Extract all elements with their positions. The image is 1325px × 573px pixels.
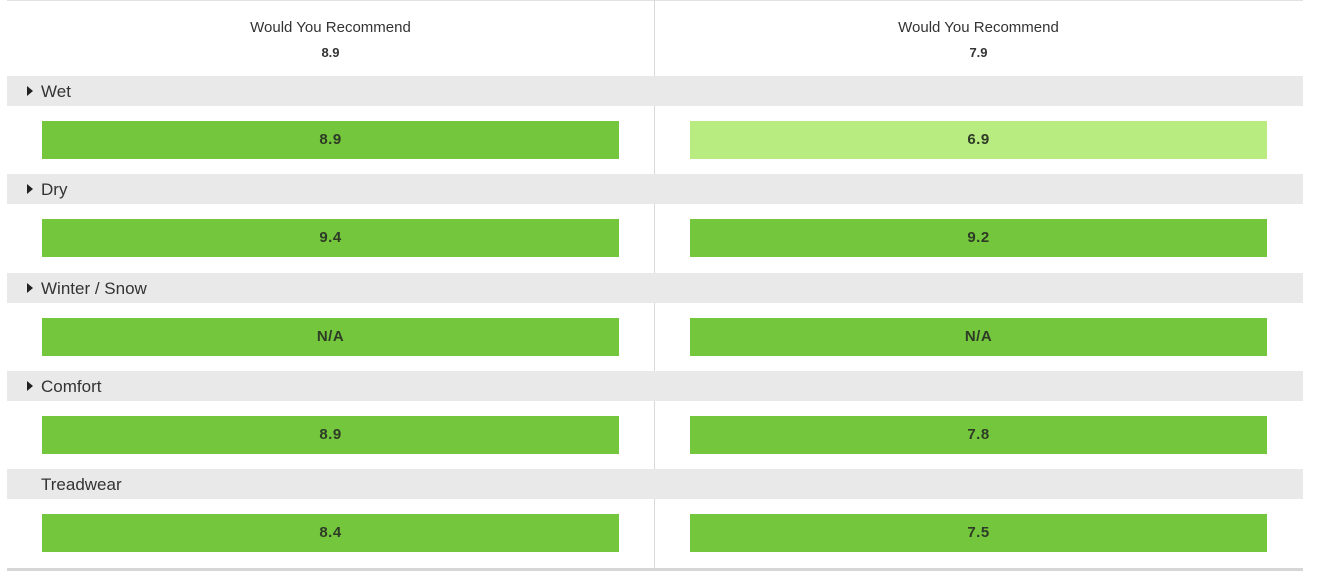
category-header-winter-snow[interactable]: Winter / Snow xyxy=(7,273,1303,303)
recommend-score: 8.9 xyxy=(321,45,340,60)
bottom-rule xyxy=(7,568,1303,571)
category-header-dry[interactable]: Dry xyxy=(7,174,1303,204)
category-label: Comfort xyxy=(41,377,102,396)
category-label: Wet xyxy=(41,82,71,101)
rating-bar-dry-product-2: 9.2 xyxy=(690,219,1267,257)
caret-right-icon[interactable] xyxy=(27,283,33,293)
rating-bar-comfort-product-1: 8.9 xyxy=(42,416,619,454)
recommend-score: 7.9 xyxy=(969,45,988,60)
recommend-title: Would You Recommend xyxy=(898,19,1059,36)
column-header-product-2: Would You Recommend 7.9 xyxy=(655,0,1302,76)
category-label: Treadwear xyxy=(41,475,122,494)
category-header-comfort[interactable]: Comfort xyxy=(7,371,1303,401)
rating-bar-dry-product-1: 9.4 xyxy=(42,219,619,257)
rating-bar-treadwear-product-1: 8.4 xyxy=(42,514,619,552)
category-header-treadwear: Treadwear xyxy=(7,469,1303,499)
caret-right-icon[interactable] xyxy=(27,86,33,96)
recommend-title: Would You Recommend xyxy=(250,19,411,36)
top-rule xyxy=(7,0,1303,1)
category-label: Dry xyxy=(41,180,68,199)
column-header-product-1: Would You Recommend 8.9 xyxy=(7,0,654,76)
rating-bar-winter-snow-product-1: N/A xyxy=(42,318,619,356)
rating-bar-comfort-product-2: 7.8 xyxy=(690,416,1267,454)
rating-bar-treadwear-product-2: 7.5 xyxy=(690,514,1267,552)
category-header-wet[interactable]: Wet xyxy=(7,76,1303,106)
caret-right-icon[interactable] xyxy=(27,381,33,391)
rating-bar-wet-product-1: 8.9 xyxy=(42,121,619,159)
rating-bar-winter-snow-product-2: N/A xyxy=(690,318,1267,356)
rating-bar-wet-product-2: 6.9 xyxy=(690,121,1267,159)
category-label: Winter / Snow xyxy=(41,279,147,298)
ratings-comparison-table: Would You Recommend 8.9 Would You Recomm… xyxy=(7,0,1303,573)
caret-right-icon[interactable] xyxy=(27,184,33,194)
